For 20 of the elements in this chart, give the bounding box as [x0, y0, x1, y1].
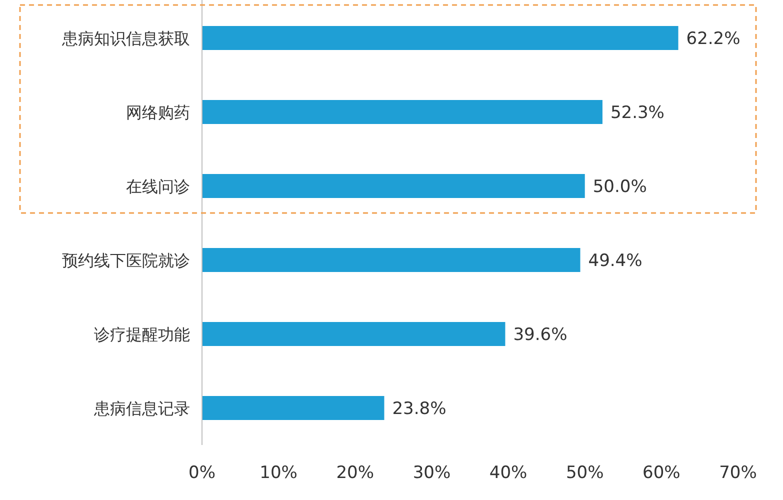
x-tick-label: 20% [336, 463, 374, 483]
data-label: 23.8% [392, 399, 446, 419]
data-label: 62.2% [686, 29, 740, 49]
x-tick-label: 60% [642, 463, 680, 483]
y-tick-label: 网络购药 [126, 103, 190, 122]
y-tick-label: 在线问诊 [126, 177, 190, 196]
x-tick-label: 0% [188, 463, 216, 483]
data-label: 49.4% [588, 251, 642, 271]
y-tick-label: 患病信息记录 [93, 399, 190, 418]
x-tick-label: 40% [489, 463, 528, 483]
x-tick-label: 50% [566, 463, 604, 483]
data-label: 39.6% [513, 325, 568, 345]
y-tick-label: 患病知识信息获取 [61, 29, 190, 48]
y-tick-label: 预约线下医院就诊 [62, 251, 190, 270]
x-tick-label: 10% [260, 463, 298, 483]
x-tick-label: 30% [412, 463, 451, 483]
y-tick-label: 诊疗提醒功能 [94, 325, 190, 344]
x-tick-label: 70% [719, 463, 757, 483]
data-label: 50.0% [592, 177, 647, 197]
data-label: 52.3% [610, 103, 664, 123]
